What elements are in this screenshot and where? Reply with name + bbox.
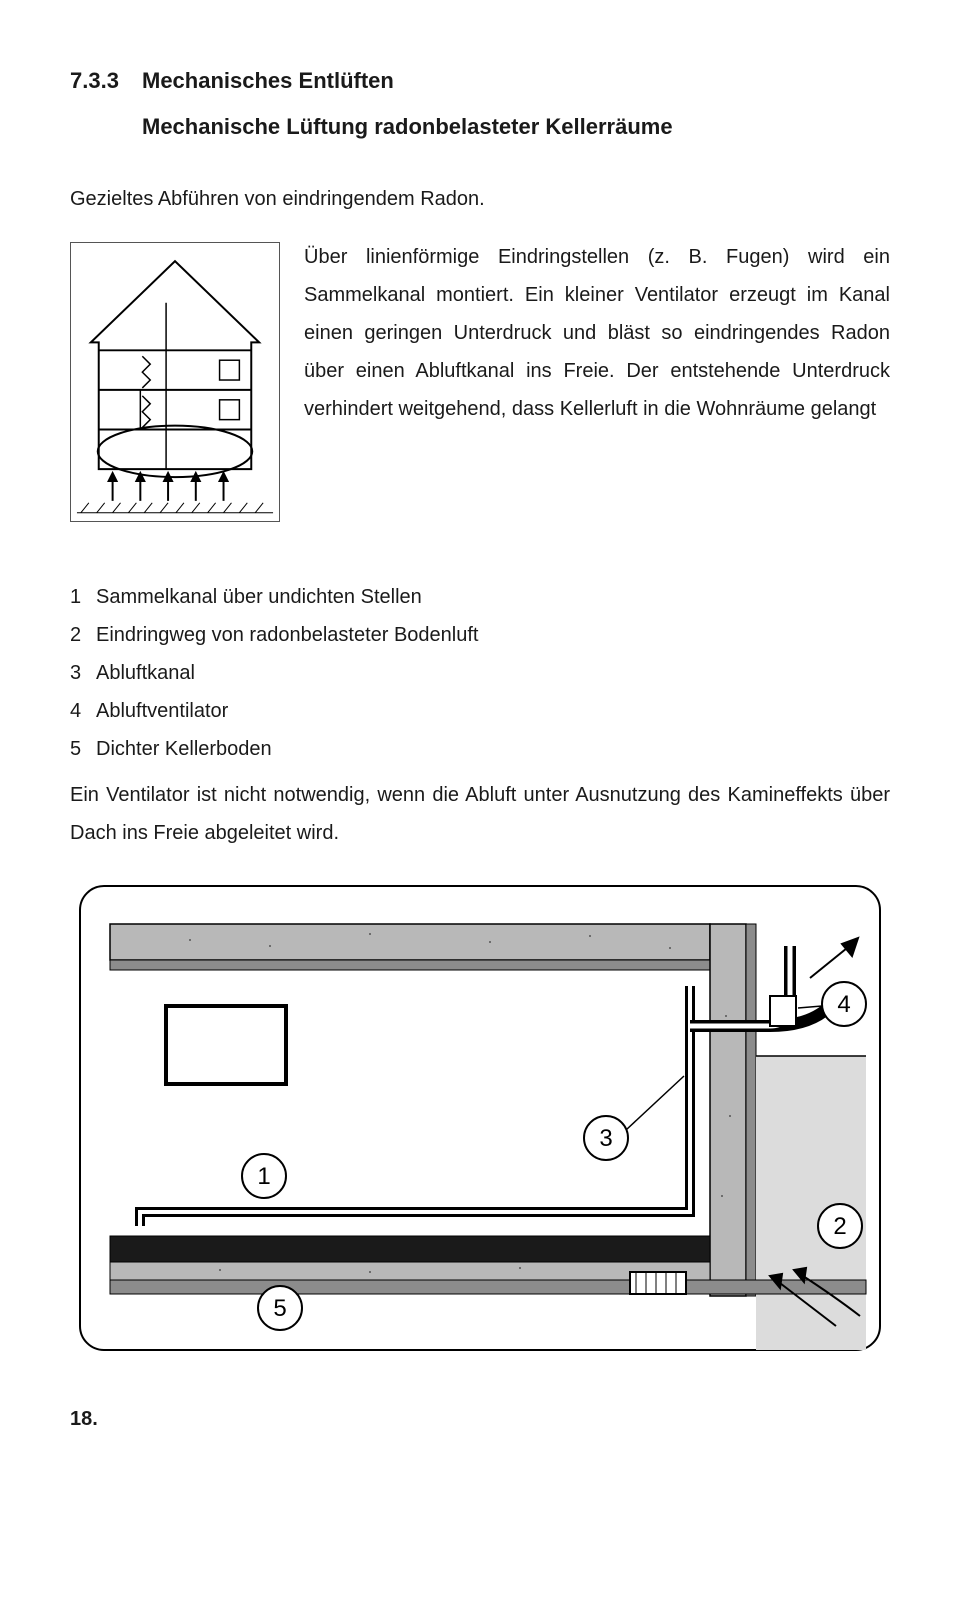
legend-number: 5: [70, 730, 96, 768]
legend-text: Eindringweg von radonbelasteter Bodenluf…: [96, 616, 478, 654]
list-item: 1Sammelkanal über undichten Stellen: [70, 578, 890, 616]
figure-label-2: 2: [833, 1213, 846, 1240]
figure-label-3: 3: [599, 1125, 612, 1152]
legend-list: 1Sammelkanal über undichten Stellen 2Ein…: [70, 578, 890, 768]
section-subtitle: Mechanische Lüftung radonbelasteter Kell…: [142, 106, 890, 148]
list-item: 4Abluftventilator: [70, 692, 890, 730]
cellar-cross-section-figure: 1 2 3 4 5: [70, 876, 890, 1360]
cellar-svg: 1 2 3 4 5: [70, 876, 890, 1360]
legend-number: 1: [70, 578, 96, 616]
legend-text: Dichter Kellerboden: [96, 730, 272, 768]
section-title: Mechanisches Entlüften: [142, 60, 394, 102]
legend-text: Abluftventilator: [96, 692, 228, 730]
page-number: 18.: [70, 1400, 890, 1438]
house-cross-section-figure: [70, 242, 280, 522]
section-number: 7.3.3: [70, 60, 142, 102]
intro-text: Gezieltes Abführen von eindringendem Rad…: [70, 180, 890, 218]
closing-paragraph: Ein Ventilator ist nicht notwendig, wenn…: [70, 776, 890, 852]
figure-label-4: 4: [837, 991, 850, 1018]
text-with-figure: Über linienförmige Eindringstellen (z. B…: [70, 238, 890, 530]
figure-label-1: 1: [257, 1163, 270, 1190]
list-item: 3Abluftkanal: [70, 654, 890, 692]
legend-text: Sammelkanal über undichten Stellen: [96, 578, 422, 616]
section-heading: 7.3.3 Mechanisches Entlüften: [70, 60, 890, 102]
legend-text: Abluftkanal: [96, 654, 195, 692]
house-svg: [71, 243, 279, 521]
legend-number: 2: [70, 616, 96, 654]
list-item: 2Eindringweg von radonbelasteter Bodenlu…: [70, 616, 890, 654]
legend-number: 3: [70, 654, 96, 692]
legend-number: 4: [70, 692, 96, 730]
figure-label-5: 5: [273, 1295, 286, 1322]
list-item: 5Dichter Kellerboden: [70, 730, 890, 768]
